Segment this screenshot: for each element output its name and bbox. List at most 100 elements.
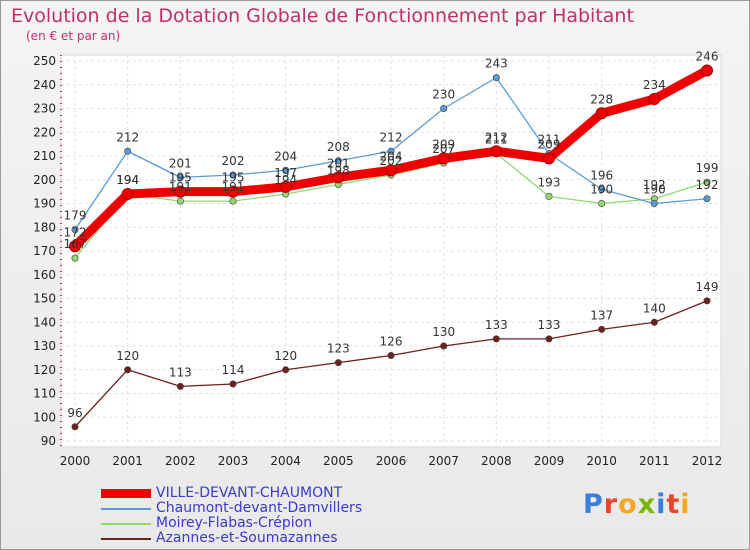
logo-letter: i	[680, 489, 691, 520]
series-point-3	[650, 318, 658, 326]
legend-label: Moirey-Flabas-Crépion	[156, 515, 313, 531]
data-label-1: 201	[169, 156, 192, 170]
x-tick-label: 2003	[218, 454, 249, 468]
data-label-0: 209	[432, 137, 455, 151]
series-point-3	[334, 359, 342, 367]
y-tick-label: 160	[33, 268, 56, 282]
y-tick-label: 120	[33, 363, 56, 377]
series-point-1	[334, 157, 342, 165]
y-tick-label: 240	[33, 78, 56, 92]
chart-title: Evolution de la Dotation Globale de Fonc…	[11, 5, 634, 27]
data-label-2: 211	[485, 133, 508, 147]
series-point-0	[174, 185, 187, 198]
series-point-0	[437, 152, 450, 165]
series-point-3	[282, 366, 290, 374]
data-label-0: 195	[169, 171, 192, 185]
y-tick-label: 250	[33, 54, 56, 68]
series-point-3	[598, 325, 606, 333]
series-point-2	[176, 197, 184, 205]
data-label-0: 246	[696, 50, 719, 64]
series-point-0	[701, 64, 713, 77]
logo-letter: r	[603, 489, 619, 520]
data-label-1: 204	[274, 149, 297, 163]
series-point-0	[279, 180, 292, 193]
x-tick-label: 2006	[376, 454, 407, 468]
data-label-1: 208	[327, 140, 350, 154]
series-point-3	[387, 351, 395, 359]
data-label-0: 209	[538, 137, 561, 151]
series-point-3	[440, 342, 448, 350]
data-label-1: 211	[538, 133, 561, 147]
data-label-3: 126	[380, 335, 403, 349]
y-tick-label: 220	[33, 125, 56, 139]
data-label-1: 243	[485, 57, 508, 71]
x-tick-label: 2001	[112, 454, 143, 468]
data-label-0: 212	[485, 130, 508, 144]
data-label-0: 201	[327, 156, 350, 170]
logo-letter: o	[618, 489, 638, 520]
data-label-2: 191	[169, 180, 192, 194]
x-tick-label: 2005	[323, 454, 354, 468]
data-label-1: 212	[380, 130, 403, 144]
proxiti-logo: Proxiti	[583, 489, 691, 520]
series-point-1	[71, 226, 79, 234]
series-point-3	[124, 366, 132, 374]
data-label-3: 123	[327, 342, 350, 356]
series-point-1	[176, 173, 184, 181]
x-tick-label: 2004	[270, 454, 301, 468]
data-label-3: 120	[116, 349, 139, 363]
y-tick-label: 90	[41, 434, 56, 448]
series-point-3	[492, 335, 500, 343]
data-label-0: 204	[380, 149, 403, 163]
series-point-3	[545, 335, 553, 343]
series-point-2	[71, 254, 79, 262]
logo-letter: x	[637, 489, 657, 520]
data-label-2: 192	[643, 178, 666, 192]
data-label-3: 149	[696, 280, 719, 294]
series-point-1	[598, 185, 606, 193]
data-label-0: 195	[222, 171, 245, 185]
data-label-2: 194	[274, 173, 297, 187]
data-label-2: 193	[538, 175, 561, 189]
series-point-0	[385, 164, 397, 177]
series-point-3	[71, 423, 79, 431]
series-point-0	[490, 145, 503, 158]
data-label-1: 179	[64, 209, 87, 223]
data-label-2: 198	[327, 164, 350, 178]
series-point-3	[176, 382, 184, 390]
data-label-3: 140	[643, 301, 666, 315]
data-label-3: 120	[274, 349, 297, 363]
legend-swatch	[101, 523, 151, 525]
x-tick-label: 2009	[534, 454, 565, 468]
series-point-1	[229, 171, 237, 179]
data-label-2: 207	[432, 142, 455, 156]
data-label-3: 130	[432, 325, 455, 339]
data-label-0: 228	[590, 92, 613, 106]
series-point-1	[650, 200, 658, 208]
legend-swatch	[101, 508, 151, 510]
y-tick-label: 110	[33, 387, 56, 401]
data-label-0: 172	[64, 225, 87, 239]
x-tick-label: 2012	[692, 454, 723, 468]
legend-label: VILLE-DEVANT-CHAUMONT	[156, 485, 343, 501]
y-tick-label: 100	[33, 410, 56, 424]
data-label-0: 234	[643, 78, 666, 92]
data-label-3: 133	[538, 318, 561, 332]
series-point-1	[492, 74, 500, 82]
data-label-3: 137	[590, 308, 613, 322]
y-tick-label: 170	[33, 244, 56, 258]
data-label-3: 114	[222, 363, 245, 377]
data-label-2: 190	[590, 183, 613, 197]
series-point-0	[648, 93, 661, 105]
data-label-1: 192	[696, 178, 719, 192]
series-point-0	[227, 185, 239, 198]
data-label-1: 196	[590, 168, 613, 182]
data-label-1: 190	[643, 183, 666, 197]
logo-letter: P	[583, 489, 604, 520]
data-label-0: 197	[274, 166, 297, 180]
x-tick-label: 2007	[428, 454, 459, 468]
series-point-3	[229, 380, 237, 388]
x-tick-label: 2000	[60, 454, 91, 468]
series-point-2	[229, 197, 237, 205]
